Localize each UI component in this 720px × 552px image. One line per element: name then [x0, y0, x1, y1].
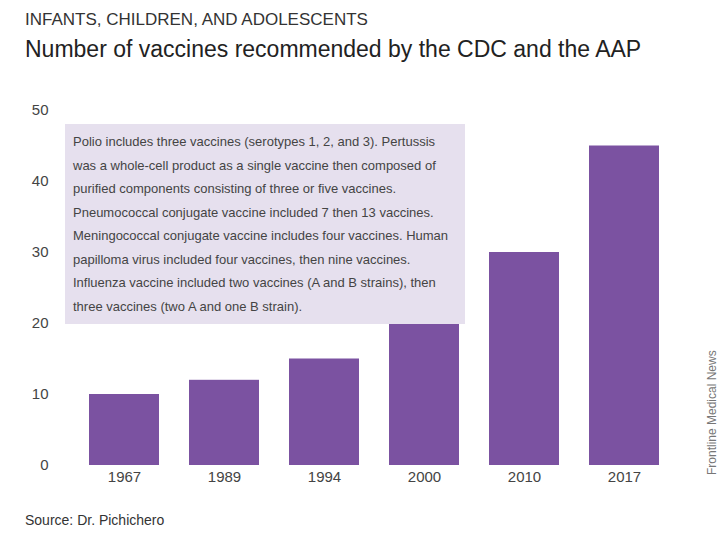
svg-text:0: 0 [40, 456, 48, 473]
svg-text:2017: 2017 [608, 468, 641, 485]
html-text:Polio includes three vaccines: Polio includes three vaccines (serotypes… [73, 134, 448, 314]
svg-text:40: 40 [32, 172, 49, 189]
html-text:Frontline Medical News: Frontline Medical News [705, 350, 719, 475]
html-text:Source: Dr. Pichichero: Source: Dr. Pichichero [25, 512, 165, 528]
svg-text:30: 30 [32, 243, 49, 260]
svg-text:1967: 1967 [108, 468, 141, 485]
svg-text:20: 20 [32, 314, 49, 331]
svg-text:2000: 2000 [408, 468, 441, 485]
svg-text:2010: 2010 [508, 468, 541, 485]
svg-text:50: 50 [32, 101, 49, 118]
html-text:Number of vaccines recommended: Number of vaccines recommended by the CD… [25, 36, 642, 62]
html-text:INFANTS, CHILDREN, AND ADOLESC: INFANTS, CHILDREN, AND ADOLESCENTS [25, 10, 368, 29]
svg-text:1994: 1994 [308, 468, 341, 485]
svg-text:10: 10 [32, 385, 49, 402]
svg-text:1989: 1989 [208, 468, 241, 485]
